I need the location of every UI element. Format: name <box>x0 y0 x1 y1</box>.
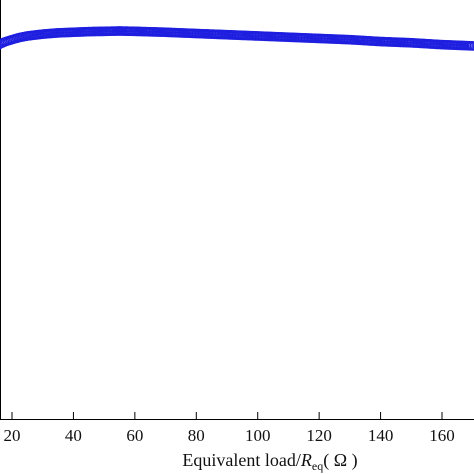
x-tick-label-100: 100 <box>245 426 271 445</box>
x-ticks <box>11 412 443 420</box>
x-tick-label-20: 20 <box>4 426 21 445</box>
x-axis-label-unit: ( Ω ) <box>323 450 357 471</box>
x-tick-label-80: 80 <box>188 426 205 445</box>
x-axis-label: Equivalent load/Req( Ω ) <box>182 450 357 473</box>
data-point-311 <box>467 41 474 51</box>
data-points <box>0 26 474 51</box>
x-tick-label-40: 40 <box>65 426 82 445</box>
x-tick-label-120: 120 <box>306 426 332 445</box>
x-axis-label-symbol: R <box>300 450 312 470</box>
plot-frame <box>0 0 474 420</box>
x-tick-labels: 20 40 60 80 100 120 140 160 <box>4 426 455 445</box>
x-tick-label-140: 140 <box>368 426 394 445</box>
x-axis-label-prefix: Equivalent load/ <box>182 450 300 470</box>
x-tick-label-160: 160 <box>429 426 455 445</box>
x-tick-label-60: 60 <box>126 426 143 445</box>
x-axis-label-subscript: eq <box>312 459 323 473</box>
